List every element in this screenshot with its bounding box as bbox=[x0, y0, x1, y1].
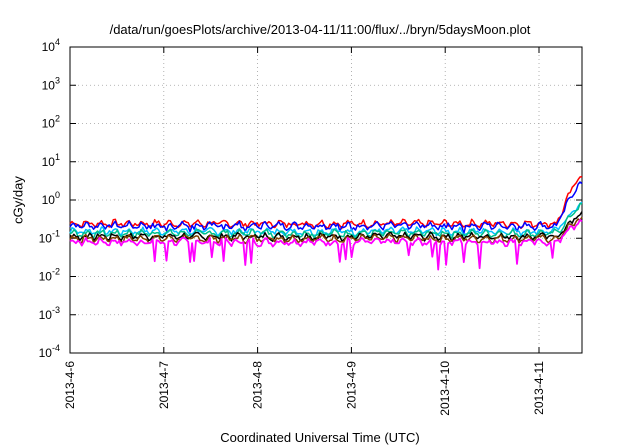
x-tick-label: 2013-4-11 bbox=[532, 361, 546, 415]
y-tick-label: 10-1 bbox=[39, 228, 60, 245]
x-tick-label: 2013-4-6 bbox=[63, 361, 77, 409]
series-line bbox=[69, 201, 583, 237]
series-line bbox=[69, 202, 583, 239]
y-tick-label: 10-2 bbox=[39, 267, 60, 284]
chart-title: /data/run/goesPlots/archive/2013-04-11/1… bbox=[109, 22, 531, 37]
y-axis-label: cGy/day bbox=[10, 176, 26, 224]
y-tick-label: 100 bbox=[42, 190, 60, 207]
y-tick-label: 10-3 bbox=[39, 305, 60, 322]
x-axis-label: Coordinated Universal Time (UTC) bbox=[220, 430, 420, 445]
x-tick-label: 2013-4-7 bbox=[157, 361, 171, 409]
series-line bbox=[69, 181, 583, 235]
y-tick-label: 103 bbox=[42, 75, 60, 92]
series-line bbox=[69, 175, 583, 230]
y-tick-label: 101 bbox=[42, 152, 60, 169]
x-tick-label: 2013-4-8 bbox=[251, 361, 265, 409]
x-tick-label: 2013-4-10 bbox=[438, 361, 452, 416]
series-line bbox=[69, 218, 583, 271]
series-line bbox=[69, 216, 583, 245]
y-tick-label: 104 bbox=[42, 37, 60, 54]
y-tick-label: 102 bbox=[42, 114, 60, 131]
y-tick-label: 10-4 bbox=[39, 343, 60, 360]
x-tick-label: 2013-4-9 bbox=[344, 361, 358, 409]
